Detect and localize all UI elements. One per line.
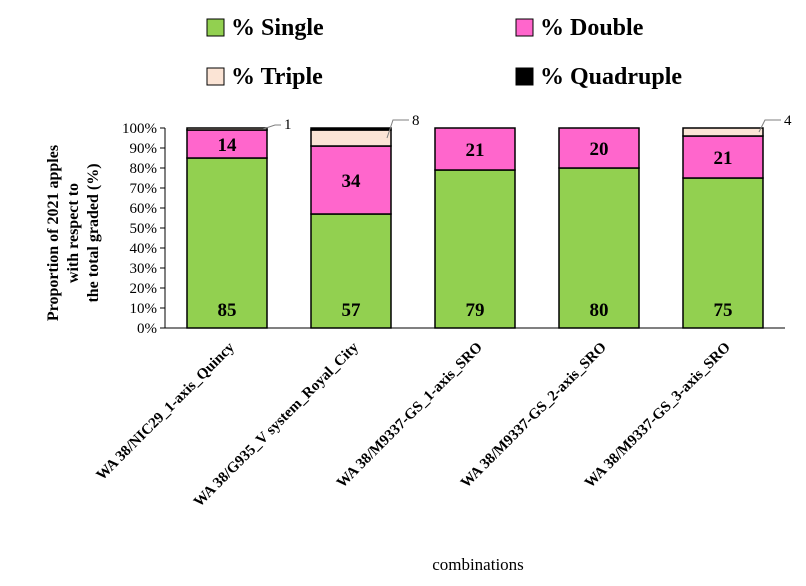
bar-segment xyxy=(682,135,764,179)
y-tick-label: 50% xyxy=(130,221,158,237)
data-label: 21 xyxy=(466,140,485,161)
y-tick-label: 80% xyxy=(130,161,158,177)
data-label: 14 xyxy=(218,135,238,156)
bar-segment xyxy=(310,127,392,131)
legend-swatch xyxy=(515,18,534,37)
y-tick-label: 60% xyxy=(130,201,158,217)
data-label: 21 xyxy=(714,148,733,169)
bar-segment xyxy=(682,127,764,137)
bar-segment xyxy=(310,129,392,147)
y-tick-label: 100% xyxy=(122,121,157,137)
y-tick-label: 0% xyxy=(137,321,157,337)
data-label: 34 xyxy=(342,171,362,192)
y-tick-label: 10% xyxy=(130,301,158,317)
callout-leader xyxy=(386,119,409,139)
bar-segment xyxy=(186,157,268,329)
bar-segment xyxy=(186,127,268,131)
y-axis-label-line: the total graded (%) xyxy=(85,163,102,302)
y-tick-label: 70% xyxy=(130,181,158,197)
data-label: 85 xyxy=(218,300,237,321)
y-axis-label-line: with respect to xyxy=(65,183,82,283)
legend-label: % Double xyxy=(540,15,644,41)
x-tick-label: WA 38/M9337-GS_3-axis_SRO xyxy=(582,340,734,492)
callout-label: 1 xyxy=(284,117,292,133)
y-tick-label: 30% xyxy=(130,261,158,277)
callout-label: 4 xyxy=(784,113,792,129)
x-tick-label: WA 38/NIC29_1-axis_Quincy xyxy=(94,339,239,484)
x-axis-label: combinations xyxy=(432,555,524,574)
y-tick-label: 20% xyxy=(130,281,158,297)
bar-stack: 79 21 xyxy=(434,127,516,329)
legend: % Single % Double % Triple % Quadruple xyxy=(206,15,682,90)
y-tick-label: 40% xyxy=(130,241,158,257)
bar-segment xyxy=(434,127,516,171)
bar-stack: 80 20 xyxy=(558,127,640,329)
y-axis-label-line: Proportion of 2021 apples xyxy=(45,145,62,321)
data-label: 80 xyxy=(590,300,609,321)
bar-stack: 75 21 xyxy=(682,127,764,329)
data-label: 79 xyxy=(466,300,485,321)
legend-swatch xyxy=(206,18,225,37)
legend-label: % Triple xyxy=(231,64,323,90)
callout-leader xyxy=(758,119,781,133)
bar-stack: 85 14 xyxy=(186,127,268,329)
legend-label: % Quadruple xyxy=(540,64,682,90)
x-tick-label: WA 38/M9337-GS_2-axis_SRO xyxy=(458,340,610,492)
legend-label: % Single xyxy=(231,15,324,41)
data-label: 20 xyxy=(590,139,609,160)
x-tick-label: WA 38/M9337-GS_1-axis_SRO xyxy=(334,340,486,492)
callouts: 1 8 4 xyxy=(262,113,792,139)
legend-swatch xyxy=(206,67,225,86)
bar-segment xyxy=(558,127,640,169)
y-axis-label: Proportion of 2021 apples with respect to… xyxy=(45,145,102,321)
data-label: 75 xyxy=(714,300,733,321)
legend-swatch xyxy=(515,67,534,86)
data-label: 57 xyxy=(342,300,362,321)
callout-leader xyxy=(262,124,281,130)
bar-segment xyxy=(558,167,640,329)
bars: 85 14 57 34 79 21 80 20 75 21 xyxy=(186,127,764,329)
y-tick-label: 90% xyxy=(130,141,158,157)
y-axis: 0% 10% 20% 30% 40% 50% 60% 70% 80% 90% 100% xyxy=(122,121,166,337)
callout-label: 8 xyxy=(412,113,420,129)
bar-stack: 57 34 xyxy=(310,127,392,329)
